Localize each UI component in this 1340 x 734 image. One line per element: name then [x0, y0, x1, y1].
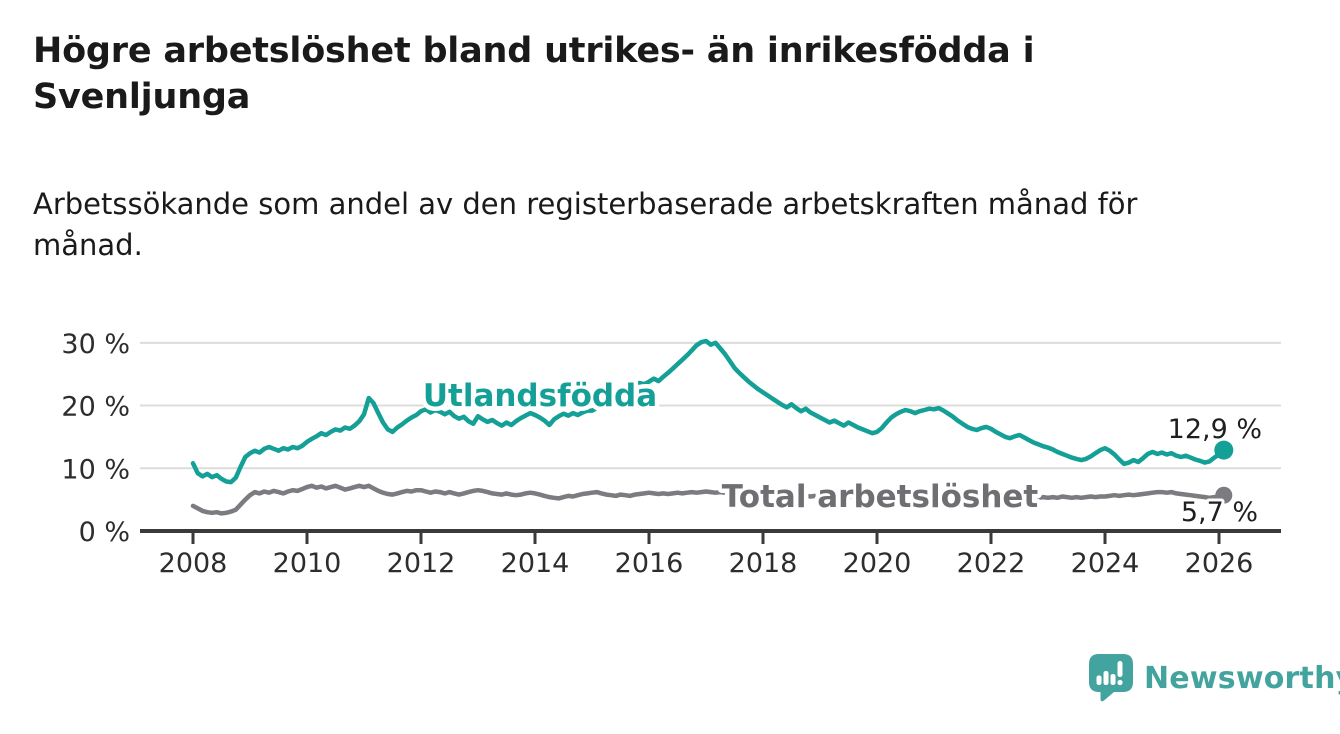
- chart-subtitle: Arbetssökande som andel av den registerb…: [33, 187, 1138, 262]
- x-axis-tick-label: 2022: [957, 548, 1026, 579]
- newsworthy-icon: [1089, 654, 1133, 702]
- x-axis-tick-label: 2010: [273, 548, 342, 579]
- bar-3: [1110, 674, 1116, 685]
- y-axis-label: 10 %: [61, 454, 130, 485]
- endpoint-dot-utlandsfodda: [1214, 440, 1234, 460]
- y-axis-label: 20 %: [61, 392, 130, 423]
- x-axis-tick-label: 2016: [615, 548, 684, 579]
- x-axis-tick-label: 2012: [387, 548, 456, 579]
- x-axis-tick-label: 2024: [1071, 548, 1140, 579]
- end-value-label-utlandsfodda: 12,9 %: [1168, 414, 1262, 445]
- bar-1: [1096, 675, 1102, 685]
- x-axis-tick-label: 2018: [729, 548, 798, 579]
- x-axis-tick-label: 2020: [843, 548, 912, 579]
- series-line-total: [190, 483, 1227, 516]
- series-label-total: Total arbetslöshet: [722, 479, 1039, 515]
- y-axis-label: 30 %: [61, 329, 130, 360]
- x-axis-tick-label: 2008: [159, 548, 228, 579]
- series-label-utlandsfodda: Utlandsfödda: [423, 378, 657, 414]
- x-axis-tick-label: 2014: [501, 548, 570, 579]
- x-axis-tick-label: 2026: [1185, 548, 1254, 579]
- endpoint-dot-total: [1215, 486, 1233, 504]
- exclamation-dot: [1117, 679, 1123, 686]
- series-line-utlandsfodda: [190, 338, 1227, 485]
- y-axis-label: 0 %: [79, 517, 130, 548]
- brand-name: Newsworthy: [1144, 660, 1340, 696]
- chart-title: Högre arbetslöshet bland utrikes- än inr…: [33, 31, 1035, 117]
- newsworthy-logo: Newsworthy: [1089, 654, 1340, 702]
- end-value-label-total: 5,7 %: [1181, 497, 1258, 528]
- exclamation-bar: [1117, 661, 1123, 677]
- bar-2: [1103, 671, 1109, 685]
